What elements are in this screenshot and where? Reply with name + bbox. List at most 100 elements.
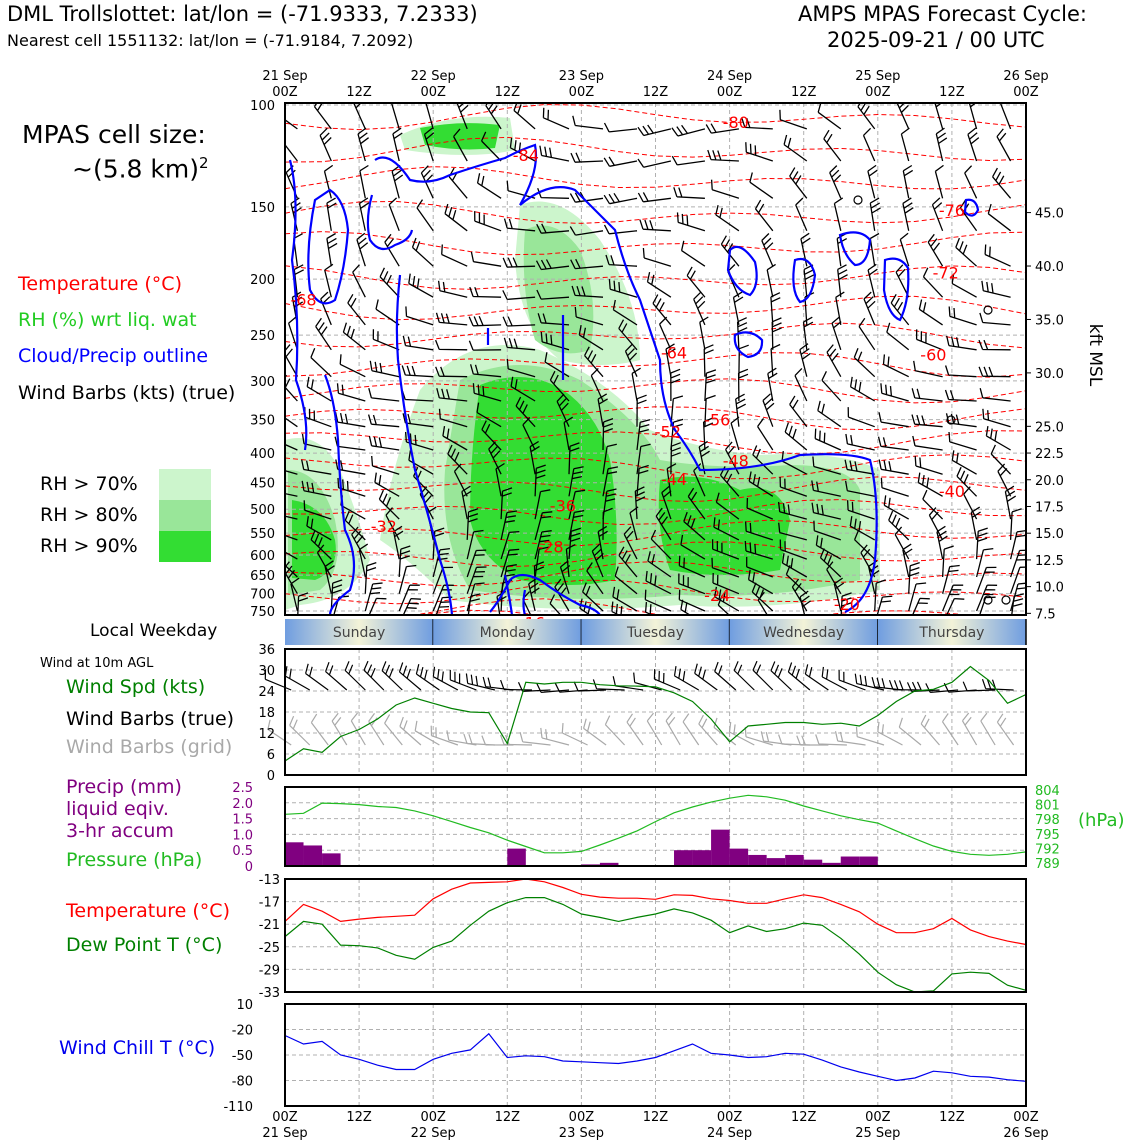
wind-barb	[351, 526, 366, 560]
wind-barb	[435, 366, 468, 378]
wind-barb	[466, 508, 479, 540]
height-tick-label: 17.5	[1035, 500, 1064, 515]
rh70-swatch	[159, 469, 211, 500]
wind-barb	[659, 316, 672, 351]
wind-barb	[944, 365, 977, 378]
bottom-day-label: 26 Sep	[1003, 1126, 1048, 1140]
bottom-hour-label: 00Z	[272, 1110, 298, 1125]
wind-barb	[880, 477, 909, 497]
wind-barb	[563, 416, 574, 451]
wind-barb	[779, 109, 808, 130]
wind-barb	[795, 197, 808, 232]
wind-barb	[310, 713, 329, 746]
wind-barb	[636, 419, 651, 451]
cell-size-title: MPAS cell size:	[22, 120, 206, 149]
wind-barb	[391, 164, 404, 199]
wind-barb	[794, 367, 808, 402]
wind-barb	[466, 529, 484, 560]
wind-barb	[542, 107, 570, 130]
wind-barb	[570, 152, 604, 163]
wind-barb	[510, 376, 536, 402]
wind-barb	[836, 233, 848, 267]
wind-barb	[837, 264, 848, 298]
wind-barb	[549, 370, 570, 402]
wind-barb	[714, 586, 740, 612]
wind-barb	[293, 264, 304, 298]
wind-barb	[778, 522, 807, 541]
wind-barb	[519, 732, 551, 746]
wind-barb	[350, 712, 366, 746]
height-tick-label: 22.5	[1035, 447, 1064, 462]
top-day-label: 25 Sep	[855, 69, 900, 84]
wind-barb	[319, 127, 332, 162]
wind-barb	[467, 593, 481, 615]
wind-barb	[367, 414, 400, 428]
wind-barb	[402, 413, 434, 428]
wind-barb	[874, 579, 886, 612]
pressure-axis: 100 150 200 250 300 350 400 450 500 550 600 650 700 7…	[250, 99, 275, 620]
wind-barb	[602, 443, 617, 475]
wind-barb	[978, 339, 1011, 351]
wind-barb	[855, 726, 885, 746]
wind-barb	[886, 322, 910, 351]
wind-barb	[858, 317, 876, 351]
wind-barb	[746, 497, 774, 520]
windchill-line	[284, 1032, 1027, 1082]
wind-barb	[611, 601, 623, 615]
wind-tick-label: 6	[267, 748, 275, 763]
wind-barb	[503, 337, 536, 351]
wind-barb	[415, 664, 440, 691]
wind-barb	[597, 393, 608, 427]
pressure-tick-label: 500	[250, 503, 275, 518]
wind-barb	[515, 396, 536, 428]
wind-barb	[500, 487, 513, 520]
wind-barb	[337, 477, 366, 497]
wind-barb	[605, 254, 638, 267]
wind-barb	[678, 589, 706, 612]
wind-barb	[844, 459, 875, 475]
cloud-outline-path	[726, 245, 758, 297]
wind-barb	[981, 679, 1014, 691]
wind-barb	[636, 443, 651, 475]
precip-bar	[840, 856, 860, 866]
bottom-day-label: 25 Sep	[855, 1126, 900, 1140]
wind-barb	[323, 164, 334, 199]
wind-tick-label: 0	[267, 769, 275, 784]
wind-barb	[967, 127, 980, 162]
cloud-outline-path	[288, 159, 308, 451]
wind-barb	[922, 267, 944, 298]
wind-barb	[461, 485, 472, 520]
wind-barb	[849, 376, 876, 402]
wind-barb	[559, 560, 571, 594]
wind-barb	[356, 232, 369, 267]
top-hour-label: 00Z	[1013, 85, 1039, 100]
weekday-cell	[433, 619, 582, 645]
wind-barb	[603, 122, 638, 133]
wind-barb	[829, 165, 842, 199]
isotherm	[285, 265, 1026, 290]
wind-barb	[544, 352, 570, 378]
wind-barb	[799, 343, 811, 377]
wind-barb	[285, 129, 298, 162]
temperature-tick-label: -17	[259, 896, 280, 911]
wind-barb	[652, 294, 672, 326]
wind-barb	[707, 149, 739, 162]
wind-barbs-true-label: Wind Barbs (true)	[66, 708, 235, 730]
rh90-label: RH > 90%	[40, 535, 138, 557]
precip-bar	[507, 848, 526, 866]
wind-barb	[509, 137, 536, 162]
pressure-tick-label: 804	[1035, 784, 1060, 799]
top-day-label: 23 Sep	[559, 69, 604, 84]
wind-barb	[549, 594, 562, 615]
wind-barb	[878, 412, 909, 428]
wind-barb	[655, 507, 672, 541]
wind-barb	[602, 466, 619, 497]
wind-barb	[715, 492, 740, 520]
dewpoint-line	[284, 896, 1027, 993]
wind-barb	[853, 530, 876, 560]
rh90-region	[420, 123, 500, 150]
wind-barb	[420, 165, 434, 199]
wind-barb	[301, 459, 332, 475]
